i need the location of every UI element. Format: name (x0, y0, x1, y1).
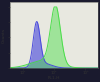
Y-axis label: Counts: Counts (2, 27, 6, 43)
X-axis label: FL1-H: FL1-H (48, 76, 60, 80)
